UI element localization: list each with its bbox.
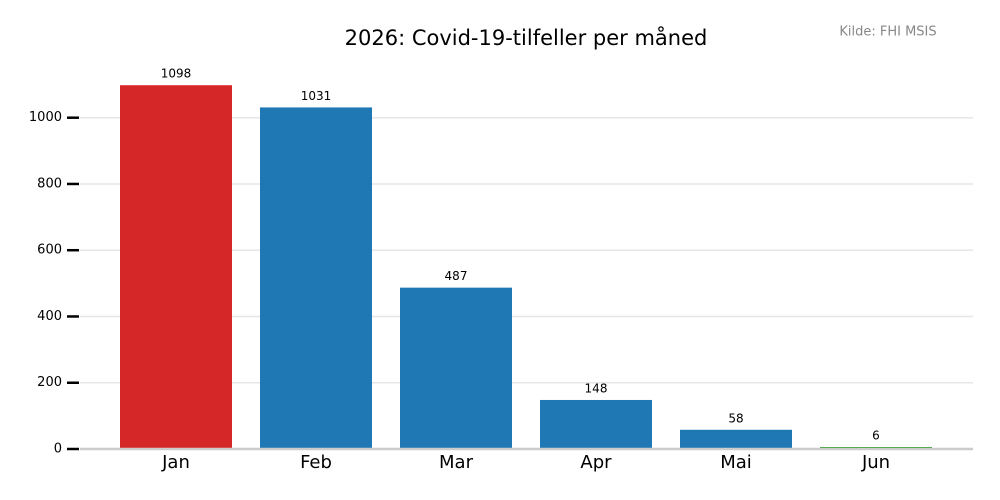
- value-label: 58: [728, 411, 743, 425]
- y-tick-label: 400: [37, 309, 62, 324]
- x-tick-label: Jun: [861, 452, 890, 473]
- x-tick-label: Feb: [300, 452, 332, 473]
- value-label: 487: [445, 269, 468, 283]
- bar: [540, 399, 652, 449]
- value-label: 148: [585, 381, 608, 395]
- source-note: Kilde: FHI MSIS: [839, 25, 936, 40]
- y-tick-label: 1000: [29, 110, 62, 125]
- bar: [260, 107, 372, 449]
- value-label: 1031: [301, 89, 332, 103]
- chart-title: 2026: Covid-19-tilfeller per måned: [345, 25, 708, 50]
- bar: [120, 85, 232, 449]
- y-tick-label: 600: [37, 243, 62, 258]
- y-tick-label: 200: [37, 375, 62, 390]
- y-tick-label: 800: [37, 176, 62, 191]
- value-label: 1098: [161, 67, 192, 81]
- bar: [400, 287, 512, 449]
- bar: [680, 429, 792, 449]
- x-tick-label: Apr: [580, 452, 612, 473]
- y-tick-label: 0: [54, 442, 62, 457]
- x-tick-label: Mar: [439, 452, 474, 473]
- x-tick-label: Jan: [161, 452, 190, 473]
- x-tick-label: Mai: [720, 452, 752, 473]
- value-label: 6: [872, 429, 880, 443]
